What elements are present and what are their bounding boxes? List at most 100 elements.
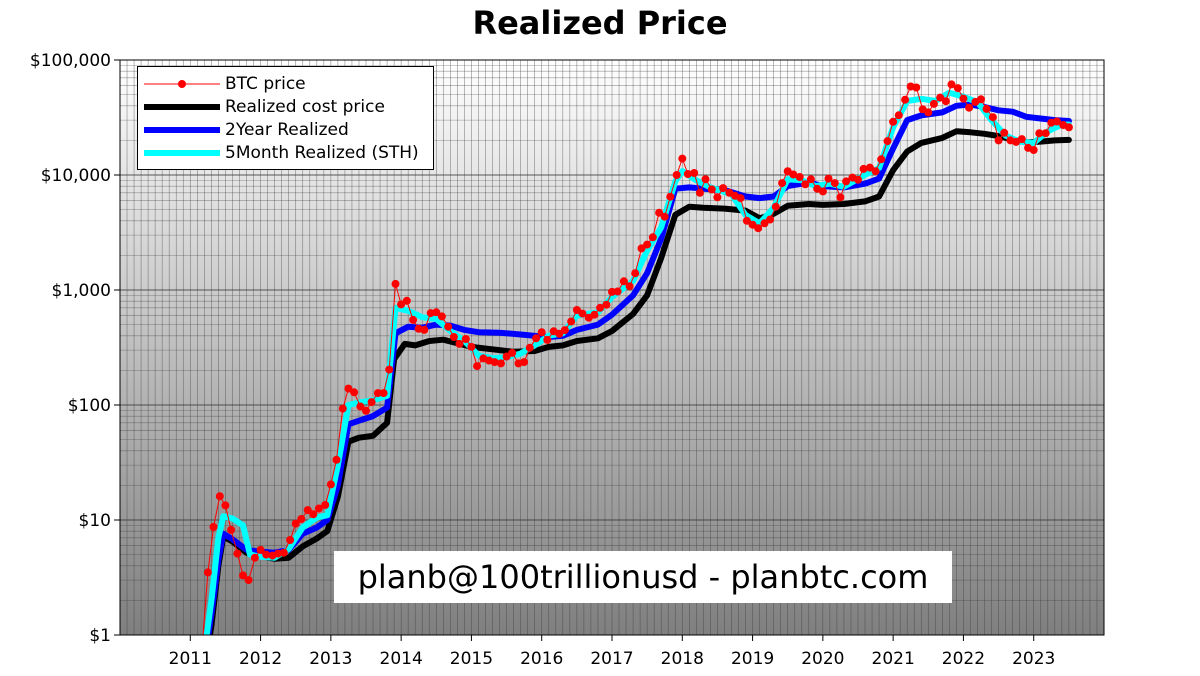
x-tick-label: 2015 <box>450 649 493 669</box>
legend-swatch-5month-realized <box>144 150 220 156</box>
data-point-btc-price <box>713 193 722 202</box>
legend-label-2year-realized: 2Year Realized <box>225 120 349 140</box>
data-point-btc-price <box>420 325 429 334</box>
data-point-btc-price <box>901 95 910 104</box>
data-point-btc-price <box>461 335 470 343</box>
y-tick-label: $1 <box>89 626 111 646</box>
chart-title: Realized Price <box>472 4 728 42</box>
data-point-btc-price <box>801 180 810 189</box>
data-point-btc-price <box>233 549 242 558</box>
data-point-btc-price <box>314 504 323 513</box>
y-tick-label: $10 <box>79 511 111 531</box>
data-point-btc-price <box>432 308 441 317</box>
data-point-btc-price <box>409 315 418 324</box>
data-point-btc-price <box>854 175 862 184</box>
data-point-btc-price <box>437 312 446 321</box>
data-point-btc-price <box>883 137 892 146</box>
data-point-btc-price <box>590 310 599 319</box>
legend-swatch-btc-price <box>144 80 220 88</box>
data-point-btc-price <box>326 480 335 489</box>
x-tick-label: 2022 <box>942 649 985 669</box>
data-point-btc-price <box>356 402 365 411</box>
data-point-btc-price <box>244 576 253 585</box>
data-point-btc-price <box>655 208 664 217</box>
axes: $1 $10 $100 $1,000 $10,000 $100,000 2011 2012 20… <box>30 51 1055 669</box>
data-point-btc-price <box>455 339 464 348</box>
data-point-btc-price <box>1041 129 1050 138</box>
data-point-btc-price <box>215 492 224 501</box>
data-point-btc-price <box>929 99 938 108</box>
data-point-btc-price <box>578 309 587 318</box>
data-point-btc-price <box>947 80 956 89</box>
data-point-btc-price <box>367 398 376 407</box>
data-point-btc-price <box>936 93 945 102</box>
data-point-btc-price <box>525 343 534 352</box>
data-point-btc-price <box>496 359 505 368</box>
data-point-btc-price <box>1035 129 1044 138</box>
data-point-btc-price <box>778 179 787 188</box>
data-point-btc-price <box>619 277 628 286</box>
x-tick-label: 2023 <box>1012 649 1055 669</box>
data-point-btc-price <box>490 358 499 367</box>
data-point-btc-price <box>227 525 236 534</box>
data-point-btc-price <box>250 553 259 562</box>
data-point-btc-price <box>871 167 880 176</box>
data-point-btc-price <box>625 282 634 291</box>
data-point-btc-price <box>385 365 394 374</box>
data-point-btc-price <box>596 303 605 312</box>
data-point-btc-price <box>309 510 318 519</box>
data-point-btc-price <box>859 164 868 173</box>
data-point-btc-price <box>648 233 657 242</box>
data-point-btc-price <box>736 194 745 203</box>
data-point-btc-price <box>362 406 370 415</box>
x-tick-label: 2019 <box>731 649 774 669</box>
y-tick-label: $100 <box>68 396 111 416</box>
x-tick-label: 2013 <box>309 649 352 669</box>
data-point-btc-price <box>520 358 529 367</box>
data-point-btc-price <box>953 84 962 93</box>
y-tick-label: $100,000 <box>30 51 111 71</box>
legend-swatch-realized-cost-price <box>144 104 220 110</box>
data-point-btc-price <box>473 362 482 371</box>
data-point-btc-price <box>286 536 295 544</box>
data-point-btc-price <box>303 506 312 515</box>
data-point-btc-price <box>889 117 898 126</box>
x-tick-label: 2016 <box>520 649 563 669</box>
data-point-btc-price <box>297 515 306 523</box>
x-tick-label: 2017 <box>590 649 633 669</box>
legend-label-realized-cost-price: Realized cost price <box>225 97 385 117</box>
data-point-btc-price <box>912 83 921 92</box>
data-point-btc-price <box>279 548 288 557</box>
x-tick-label: 2014 <box>380 649 423 669</box>
data-point-btc-price <box>666 192 675 201</box>
data-point-btc-price <box>532 334 541 343</box>
data-point-btc-price <box>977 95 985 104</box>
data-point-btc-price <box>842 177 851 186</box>
data-point-btc-price <box>660 212 669 221</box>
data-point-btc-price <box>203 568 212 577</box>
data-point-btc-price <box>291 519 300 528</box>
data-point-btc-price <box>449 333 458 341</box>
data-point-btc-price <box>567 317 576 326</box>
x-tick-label: 2012 <box>239 649 282 669</box>
legend-item-btc-price: BTC price <box>138 73 433 95</box>
data-point-btc-price <box>771 202 780 211</box>
data-point-btc-price <box>221 501 230 510</box>
data-point-btc-price <box>1029 146 1038 154</box>
data-point-btc-price <box>543 335 552 344</box>
data-point-btc-price <box>719 184 728 193</box>
data-point-btc-price <box>982 104 991 113</box>
data-point-btc-price <box>508 348 517 357</box>
legend-swatch-2year-realized <box>144 127 220 133</box>
data-point-btc-price <box>256 545 265 554</box>
data-point-btc-price <box>560 326 569 335</box>
data-point-btc-price <box>344 384 353 393</box>
series-line-2year-realized <box>205 101 1072 635</box>
data-point-btc-price <box>690 169 699 177</box>
data-point-btc-price <box>707 185 716 194</box>
data-point-btc-price <box>332 455 341 464</box>
data-point-btc-price <box>683 170 692 178</box>
y-tick-label: $10,000 <box>41 166 111 186</box>
data-point-btc-price <box>924 108 933 117</box>
